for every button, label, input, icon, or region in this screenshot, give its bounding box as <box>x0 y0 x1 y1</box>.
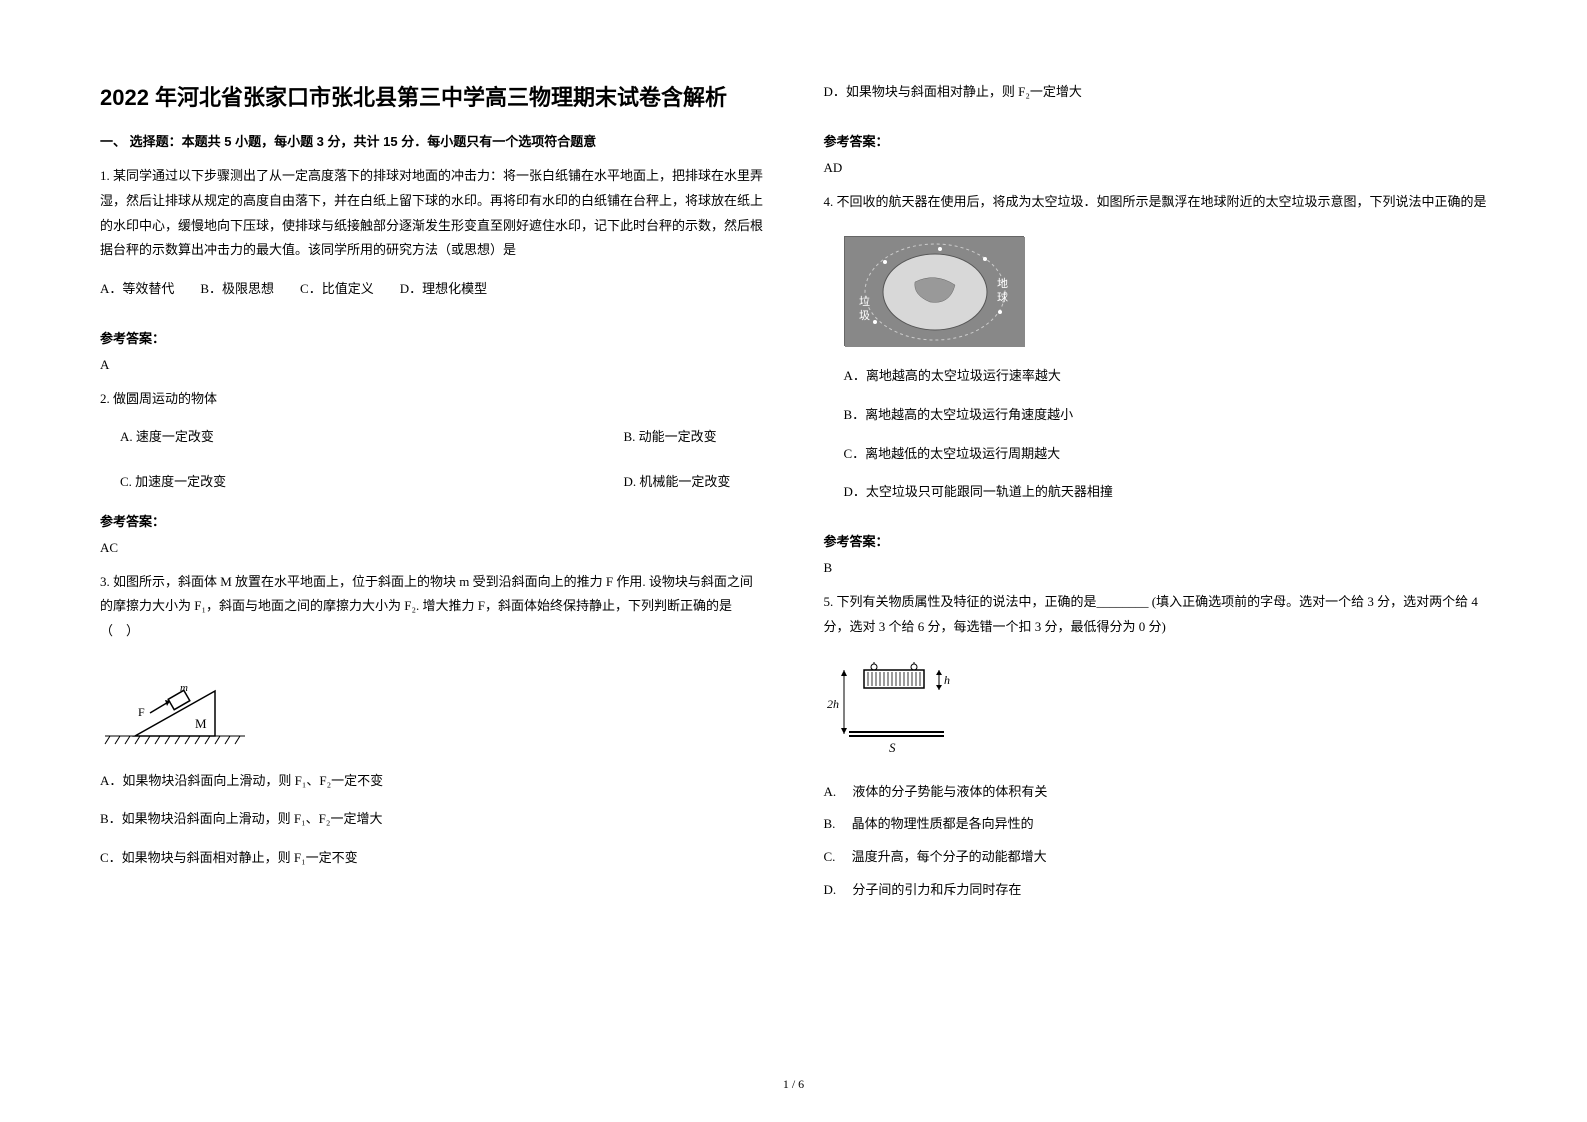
q2-optD: D. 机械能一定改变 <box>624 470 764 495</box>
liquid-container-diagram-icon: 2h h S <box>824 662 974 757</box>
q5-figure: 2h h S <box>824 662 1488 762</box>
svg-text:圾: 圾 <box>859 309 870 322</box>
q1-answer-label: 参考答案： <box>100 328 764 347</box>
q5-optC: C. 温度升高，每个分子的动能都增大 <box>824 845 1488 870</box>
q4-optA: A．离地越高的太空垃圾运行速率越大 <box>824 364 1488 389</box>
q5-optD: D. 分子间的引力和斥力同时存在 <box>824 878 1488 903</box>
q4-optC: C．离地越低的太空垃圾运行周期越大 <box>824 442 1488 467</box>
q2-options-row2: C. 加速度一定改变 D. 机械能一定改变 <box>100 470 764 495</box>
q3-optD: D．如果物块与斜面相对静止，则 F₂一定增大 <box>824 80 1488 105</box>
q1-answer: A <box>100 357 764 373</box>
document-title: 2022 年河北省张家口市张北县第三中学高三物理期末试卷含解析 <box>100 80 764 115</box>
q2-optB: B. 动能一定改变 <box>624 425 764 450</box>
svg-text:S: S <box>889 740 896 755</box>
q3-figure: F m M <box>100 666 764 751</box>
page-number: 1 / 6 <box>783 1077 804 1092</box>
svg-text:F: F <box>138 705 145 719</box>
q5-text: 5. 下列有关物质属性及特征的说法中，正确的是________ (填入正确选项前… <box>824 590 1488 639</box>
space-debris-diagram-icon: 垃 圾 地 球 <box>845 237 1025 347</box>
q4-answer-label: 参考答案： <box>824 531 1488 550</box>
q5-optA: A. 液体的分子势能与液体的体积有关 <box>824 780 1488 805</box>
q3-optA: A．如果物块沿斜面向上滑动，则 F₁、F₂一定不变 <box>100 769 764 794</box>
q5-optB: B. 晶体的物理性质都是各向异性的 <box>824 812 1488 837</box>
q3-optB: B．如果物块沿斜面向上滑动，则 F₁、F₂一定增大 <box>100 807 764 832</box>
incline-diagram-icon: F m M <box>100 666 250 746</box>
svg-text:h: h <box>944 673 950 687</box>
q3-optC: C．如果物块与斜面相对静止，则 F₁一定不变 <box>100 846 764 871</box>
section-1-header: 一、 选择题：本题共 5 小题，每小题 3 分，共计 15 分．每小题只有一个选… <box>100 131 764 150</box>
q3-answer: AD <box>824 160 1488 176</box>
page-container: 2022 年河北省张家口市张北县第三中学高三物理期末试卷含解析 一、 选择题：本… <box>100 80 1487 1030</box>
q2-answer-label: 参考答案： <box>100 511 764 530</box>
q3-text: 3. 如图所示，斜面体 M 放置在水平地面上，位于斜面上的物块 m 受到沿斜面向… <box>100 570 764 644</box>
left-column: 2022 年河北省张家口市张北县第三中学高三物理期末试卷含解析 一、 选择题：本… <box>100 80 764 1030</box>
svg-text:垃: 垃 <box>859 294 870 308</box>
q3-answer-label: 参考答案： <box>824 131 1488 150</box>
svg-text:m: m <box>180 682 188 694</box>
q2-optC: C. 加速度一定改变 <box>100 470 624 495</box>
right-column: D．如果物块与斜面相对静止，则 F₂一定增大 参考答案： AD 4. 不回收的航… <box>824 80 1488 1030</box>
q2-text: 2. 做圆周运动的物体 <box>100 387 764 412</box>
q4-figure: 垃 圾 地 球 <box>844 236 1024 346</box>
q4-optB: B．离地越高的太空垃圾运行角速度越小 <box>824 403 1488 428</box>
svg-text:地: 地 <box>997 277 1008 290</box>
q4-answer: B <box>824 560 1488 576</box>
svg-text:球: 球 <box>997 290 1008 304</box>
svg-text:2h: 2h <box>827 697 839 711</box>
q1-options: A．等效替代 B．极限思想 C．比值定义 D．理想化模型 <box>100 277 764 302</box>
svg-text:M: M <box>195 716 207 731</box>
q2-optA: A. 速度一定改变 <box>100 425 624 450</box>
q4-text: 4. 不回收的航天器在使用后，将成为太空垃圾．如图所示是飘浮在地球附近的太空垃圾… <box>824 190 1488 215</box>
q1-text: 1. 某同学通过以下步骤测出了从一定高度落下的排球对地面的冲击力：将一张白纸铺在… <box>100 164 764 263</box>
q2-options-row1: A. 速度一定改变 B. 动能一定改变 <box>100 425 764 450</box>
q4-optD: D．太空垃圾只可能跟同一轨道上的航天器相撞 <box>824 480 1488 505</box>
q2-answer: AC <box>100 540 764 556</box>
